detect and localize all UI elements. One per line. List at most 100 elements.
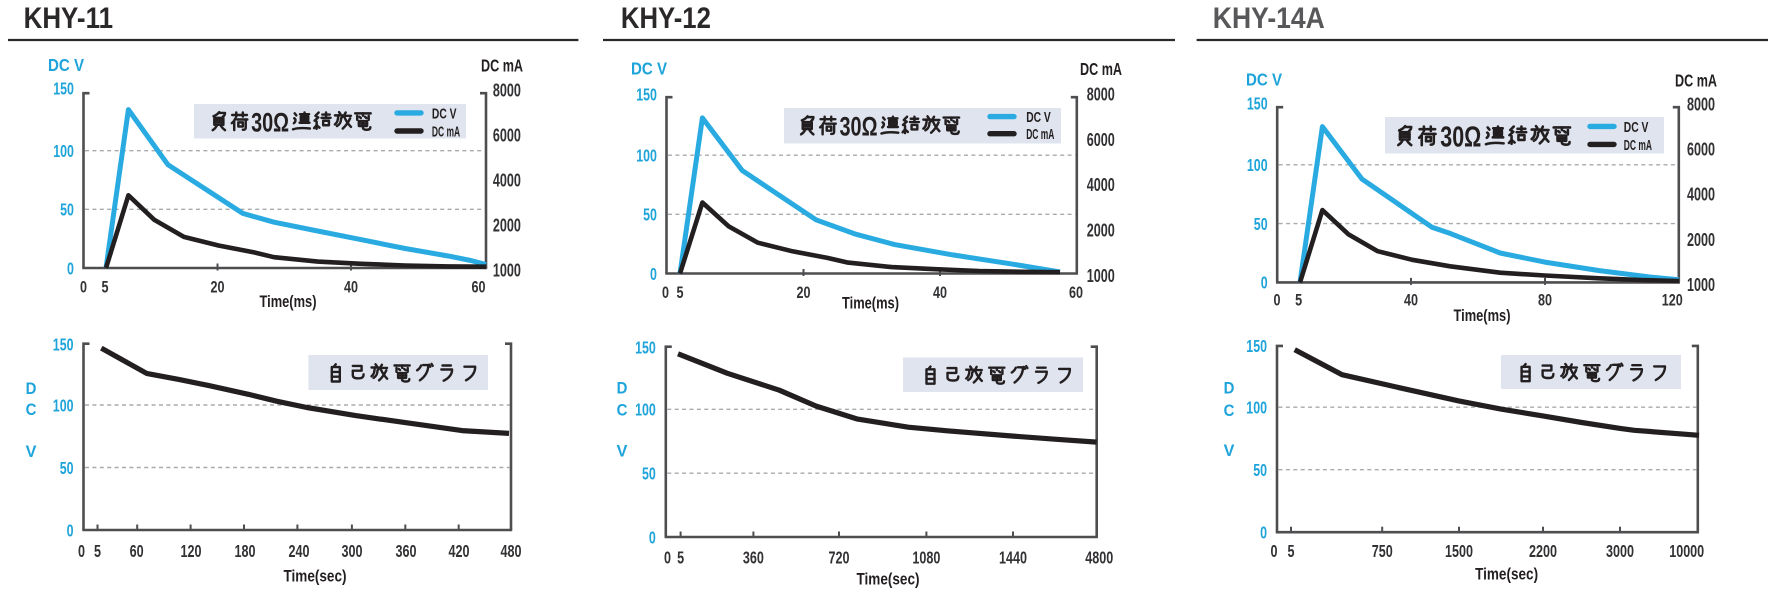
svg-text:0: 0 bbox=[67, 520, 74, 540]
svg-text:DC mA: DC mA bbox=[1080, 59, 1122, 79]
svg-text:C: C bbox=[1224, 402, 1235, 420]
svg-text:30Ω: 30Ω bbox=[1440, 121, 1481, 153]
svg-text:6000: 6000 bbox=[1687, 140, 1715, 160]
svg-text:Time(ms): Time(ms) bbox=[1454, 307, 1511, 325]
svg-text:C: C bbox=[617, 401, 628, 419]
svg-text:Time(sec): Time(sec) bbox=[1475, 566, 1538, 584]
svg-text:1000: 1000 bbox=[493, 261, 521, 281]
svg-text:0: 0 bbox=[664, 547, 671, 567]
svg-text:0: 0 bbox=[80, 279, 87, 297]
svg-text:120: 120 bbox=[1662, 291, 1683, 309]
svg-text:DC V: DC V bbox=[1624, 120, 1649, 136]
svg-text:150: 150 bbox=[53, 334, 74, 354]
svg-text:150: 150 bbox=[53, 78, 74, 98]
svg-text:0: 0 bbox=[650, 264, 657, 284]
svg-text:5: 5 bbox=[677, 547, 684, 567]
svg-text:360: 360 bbox=[396, 541, 417, 561]
svg-text:DC V: DC V bbox=[1246, 69, 1282, 89]
svg-text:40: 40 bbox=[933, 284, 947, 302]
svg-text:420: 420 bbox=[449, 541, 470, 561]
svg-text:180: 180 bbox=[235, 541, 256, 561]
svg-text:0: 0 bbox=[67, 258, 74, 278]
svg-text:DC mA: DC mA bbox=[432, 125, 461, 141]
svg-text:50: 50 bbox=[642, 464, 656, 484]
svg-text:6000: 6000 bbox=[1087, 130, 1115, 150]
svg-text:DC mA: DC mA bbox=[1026, 127, 1055, 143]
svg-text:8000: 8000 bbox=[1687, 95, 1715, 115]
svg-text:50: 50 bbox=[60, 458, 74, 478]
svg-text:30Ω: 30Ω bbox=[251, 106, 289, 137]
svg-text:4000: 4000 bbox=[493, 171, 521, 191]
svg-text:V: V bbox=[1224, 442, 1235, 460]
svg-text:V: V bbox=[617, 443, 628, 461]
svg-text:2000: 2000 bbox=[1687, 230, 1715, 250]
svg-text:DC V: DC V bbox=[432, 106, 457, 122]
svg-text:0: 0 bbox=[1261, 273, 1268, 293]
svg-text:300: 300 bbox=[342, 541, 363, 561]
svg-text:120: 120 bbox=[181, 541, 202, 561]
svg-text:D: D bbox=[1224, 380, 1235, 398]
svg-text:150: 150 bbox=[1246, 336, 1267, 356]
svg-text:150: 150 bbox=[636, 85, 657, 105]
svg-text:1080: 1080 bbox=[912, 547, 940, 567]
svg-text:100: 100 bbox=[635, 400, 656, 420]
svg-text:8000: 8000 bbox=[493, 81, 521, 101]
svg-text:DC mA: DC mA bbox=[1675, 71, 1717, 91]
svg-text:40: 40 bbox=[1404, 291, 1418, 309]
svg-text:20: 20 bbox=[211, 279, 225, 297]
svg-text:5: 5 bbox=[1295, 291, 1302, 309]
svg-text:60: 60 bbox=[130, 541, 144, 561]
svg-text:360: 360 bbox=[743, 547, 764, 567]
svg-text:720: 720 bbox=[829, 547, 850, 567]
svg-text:Time(sec): Time(sec) bbox=[284, 567, 347, 585]
svg-text:DC V: DC V bbox=[48, 55, 84, 75]
svg-text:240: 240 bbox=[289, 541, 310, 561]
svg-text:60: 60 bbox=[1069, 284, 1083, 302]
svg-text:0: 0 bbox=[649, 527, 656, 547]
svg-text:50: 50 bbox=[60, 200, 74, 220]
svg-text:V: V bbox=[26, 443, 37, 461]
svg-text:100: 100 bbox=[636, 146, 657, 166]
svg-text:1000: 1000 bbox=[1687, 275, 1715, 295]
svg-text:5: 5 bbox=[102, 279, 109, 297]
svg-text:KHY-12: KHY-12 bbox=[621, 2, 711, 35]
svg-text:3000: 3000 bbox=[1606, 541, 1634, 561]
svg-text:150: 150 bbox=[635, 337, 656, 357]
svg-text:100: 100 bbox=[1247, 155, 1268, 175]
svg-text:Time(sec): Time(sec) bbox=[857, 571, 920, 589]
svg-text:100: 100 bbox=[1246, 398, 1267, 418]
svg-text:0: 0 bbox=[662, 284, 669, 302]
svg-text:480: 480 bbox=[501, 541, 522, 561]
svg-text:80: 80 bbox=[1538, 291, 1552, 309]
svg-text:30Ω: 30Ω bbox=[840, 111, 878, 142]
svg-text:KHY-14A: KHY-14A bbox=[1213, 2, 1325, 35]
svg-text:2000: 2000 bbox=[1087, 221, 1115, 241]
svg-text:20: 20 bbox=[797, 284, 811, 302]
svg-text:50: 50 bbox=[1253, 460, 1267, 480]
svg-text:40: 40 bbox=[344, 279, 358, 297]
svg-text:DC mA: DC mA bbox=[481, 56, 523, 76]
svg-text:D: D bbox=[617, 380, 628, 398]
svg-text:1000: 1000 bbox=[1087, 266, 1115, 286]
svg-text:0: 0 bbox=[1271, 541, 1278, 561]
svg-text:1440: 1440 bbox=[999, 547, 1027, 567]
svg-text:2000: 2000 bbox=[493, 216, 521, 236]
svg-text:5: 5 bbox=[677, 284, 684, 302]
svg-text:C: C bbox=[26, 401, 37, 419]
svg-text:6000: 6000 bbox=[493, 126, 521, 146]
svg-text:4000: 4000 bbox=[1087, 175, 1115, 195]
svg-text:DC V: DC V bbox=[1026, 110, 1051, 126]
svg-text:2200: 2200 bbox=[1529, 541, 1557, 561]
svg-text:60: 60 bbox=[472, 279, 486, 297]
svg-text:50: 50 bbox=[1254, 214, 1268, 234]
svg-text:4800: 4800 bbox=[1085, 547, 1113, 567]
svg-text:5: 5 bbox=[94, 541, 101, 561]
svg-text:100: 100 bbox=[53, 141, 74, 161]
svg-text:0: 0 bbox=[1274, 291, 1281, 309]
svg-text:KHY-11: KHY-11 bbox=[24, 2, 113, 35]
svg-text:D: D bbox=[26, 380, 37, 398]
svg-text:DC mA: DC mA bbox=[1624, 138, 1653, 154]
svg-text:150: 150 bbox=[1247, 93, 1268, 113]
svg-text:1500: 1500 bbox=[1445, 541, 1473, 561]
svg-text:DC V: DC V bbox=[631, 58, 667, 78]
